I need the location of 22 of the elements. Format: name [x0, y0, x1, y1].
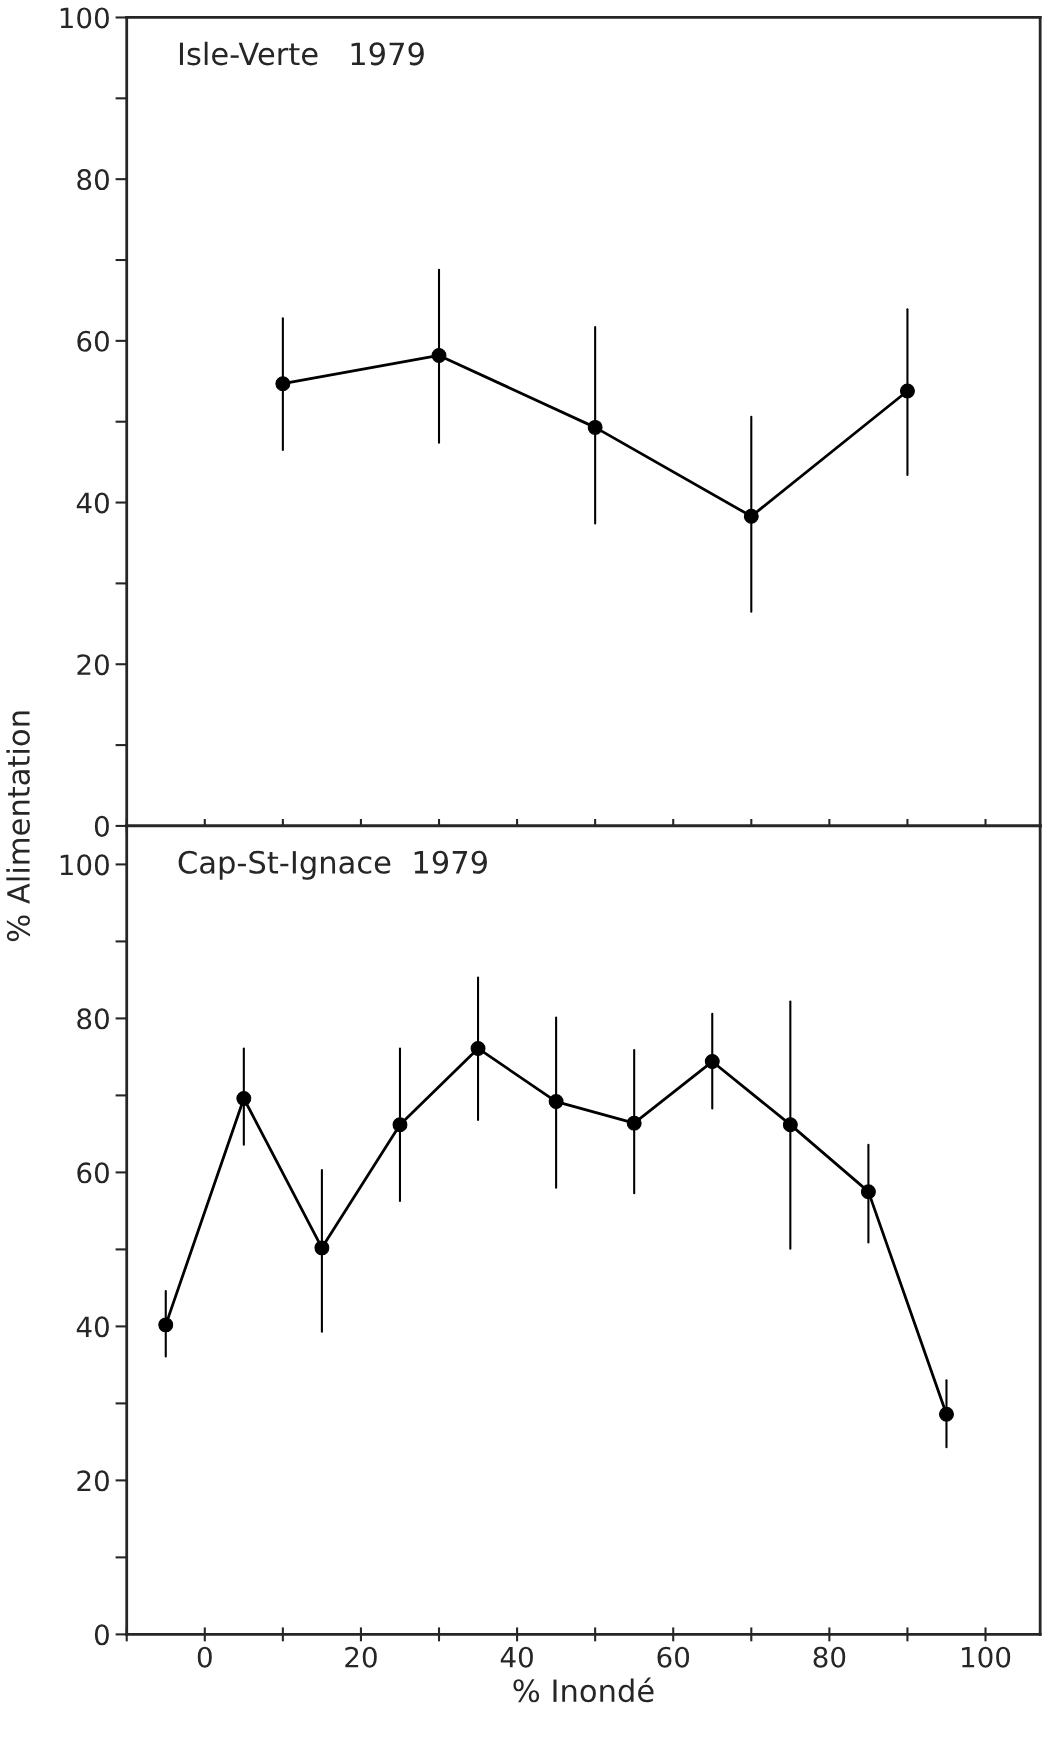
y-tick-label: 60	[77, 330, 109, 352]
x-tick-label: 100	[962, 1646, 1011, 1668]
text: Isle-Verte 1979	[179, 41, 424, 66]
x-tick-label: 0	[197, 1646, 212, 1668]
y-tick-label: 0	[94, 815, 109, 837]
y-tick-label: 80	[77, 1008, 109, 1030]
x-tick-label: 40	[500, 1646, 533, 1668]
y-tick-label: 0	[94, 1624, 109, 1646]
y-tick-label: 100	[60, 7, 109, 29]
y-tick-label: 60	[77, 1162, 109, 1184]
y-tick-label: 80	[77, 169, 109, 191]
x-tick-label: 20	[345, 1646, 377, 1668]
y-tick-label: 20	[77, 1470, 109, 1492]
y-tick-label: 40	[76, 1316, 109, 1338]
y-axis-title: % Alimentation	[6, 711, 30, 942]
x-tick-label: 60	[657, 1646, 690, 1668]
x-axis-title: % Inondé	[513, 1677, 654, 1703]
text: Cap-St-Ignace 1979	[178, 850, 487, 880]
y-tick-label: 20	[77, 654, 109, 676]
y-tick-label: 100	[60, 854, 109, 876]
x-tick-label: 80	[813, 1646, 846, 1668]
y-tick-label: 40	[76, 492, 109, 514]
